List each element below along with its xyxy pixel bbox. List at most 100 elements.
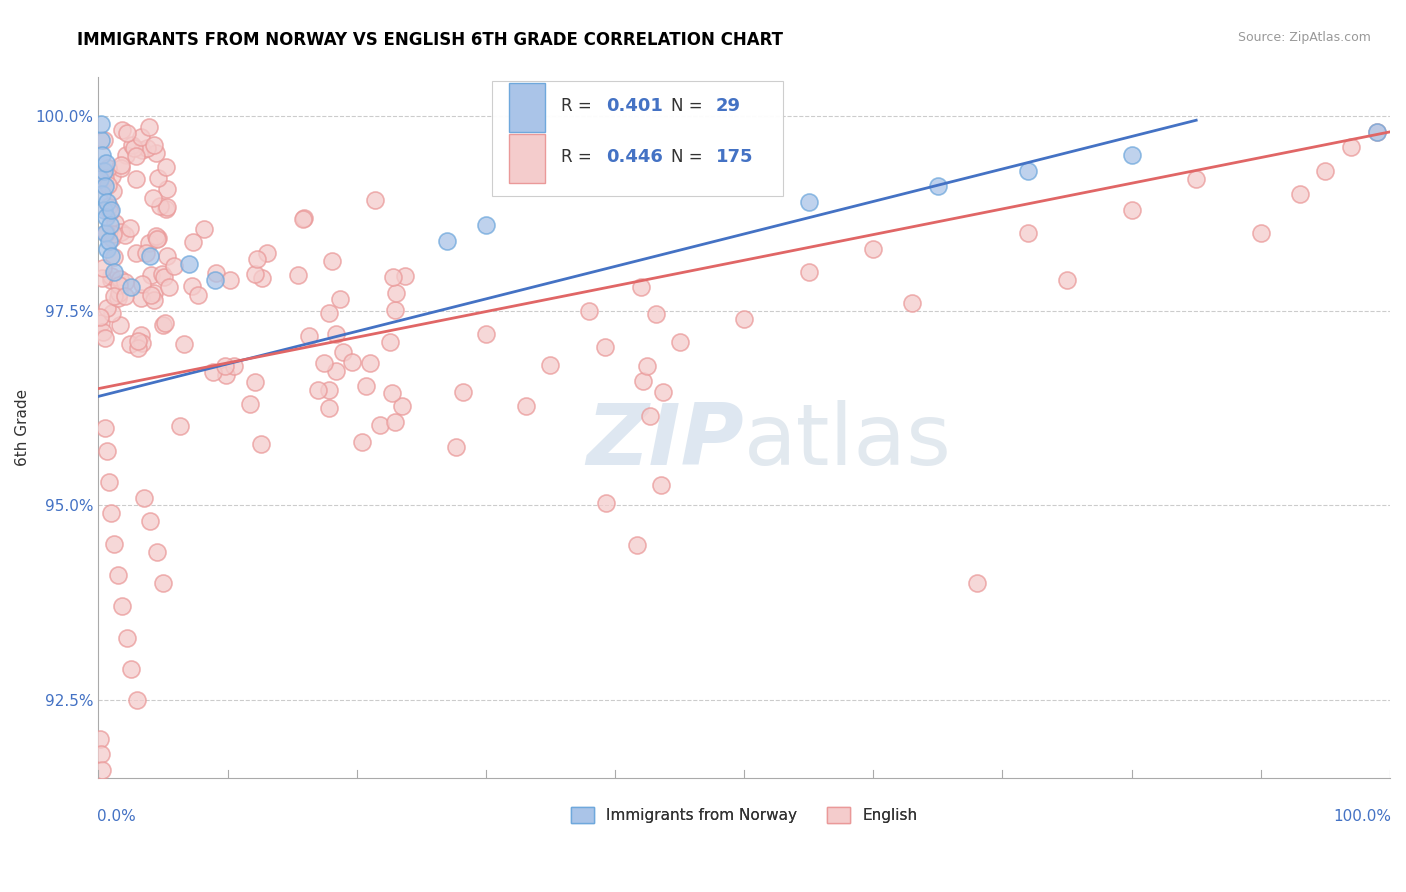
Point [354, 379, 377, 393]
Point [103, 216, 125, 230]
Point [332, 344, 354, 359]
Point [136, 141, 159, 155]
Point [91, 271, 114, 285]
Point [132, 491, 155, 505]
Point [245, 267, 267, 281]
Point [100, 249, 122, 263]
Point [100, 506, 122, 520]
Point [595, 496, 617, 510]
Point [475, 327, 498, 342]
Point [94, 420, 117, 434]
Point [115, 126, 138, 140]
Point [90, 117, 112, 131]
Point [94, 170, 117, 185]
Point [146, 230, 169, 244]
Point [145, 232, 167, 246]
Point [668, 334, 690, 349]
Point [638, 409, 661, 423]
Point [636, 359, 658, 373]
Point [626, 538, 648, 552]
Point [111, 599, 134, 614]
Point [797, 265, 820, 279]
Point [1185, 171, 1208, 186]
Point [318, 401, 340, 415]
Point [797, 194, 820, 209]
Point [250, 437, 273, 451]
Point [93, 178, 115, 193]
Text: N =: N = [671, 148, 707, 166]
Point [127, 334, 149, 349]
Point [127, 693, 149, 707]
Point [97, 178, 120, 193]
Point [131, 130, 153, 145]
Point [391, 399, 413, 413]
Point [90, 316, 112, 330]
Point [157, 280, 180, 294]
Point [145, 229, 167, 244]
Point [89, 171, 111, 186]
Point [1288, 187, 1310, 202]
Point [131, 328, 153, 343]
Point [114, 148, 136, 162]
Point [155, 161, 177, 175]
Point [1017, 226, 1039, 240]
Point [381, 269, 404, 284]
Point [307, 383, 329, 397]
Point [91, 763, 114, 777]
Point [145, 146, 167, 161]
Point [155, 316, 177, 330]
Point [352, 434, 374, 449]
Text: 29: 29 [716, 96, 741, 115]
Point [243, 375, 266, 389]
Point [733, 311, 755, 326]
Point [114, 275, 136, 289]
Point [89, 731, 111, 746]
Point [103, 184, 125, 198]
Point [91, 148, 114, 162]
Point [1365, 125, 1388, 139]
Point [120, 662, 142, 676]
Point [927, 179, 949, 194]
Point [108, 278, 131, 293]
Point [96, 194, 118, 209]
Point [155, 202, 177, 216]
Point [131, 143, 153, 157]
Point [107, 285, 129, 300]
Point [100, 306, 122, 320]
Point [96, 242, 118, 256]
Point [124, 172, 146, 186]
Point [139, 288, 162, 302]
Point [156, 182, 179, 196]
Point [125, 246, 148, 260]
Point [90, 133, 112, 147]
Point [120, 221, 142, 235]
Point [97, 161, 120, 175]
Text: 0.401: 0.401 [606, 96, 662, 115]
Point [100, 272, 122, 286]
Point [169, 419, 191, 434]
Point [93, 202, 115, 217]
Point [135, 246, 157, 260]
Point [110, 225, 132, 239]
Point [318, 383, 340, 397]
Point [103, 288, 125, 302]
Point [97, 475, 120, 489]
Point [219, 273, 242, 287]
Point [1056, 273, 1078, 287]
Point [966, 576, 988, 591]
Point [325, 327, 347, 342]
Point [291, 212, 314, 227]
Point [91, 260, 114, 275]
Text: R =: R = [561, 96, 596, 115]
Point [645, 306, 668, 320]
Point [100, 202, 122, 217]
Point [359, 355, 381, 369]
Point [107, 568, 129, 582]
FancyBboxPatch shape [492, 81, 783, 196]
Point [94, 226, 117, 240]
Point [193, 222, 215, 236]
Point [139, 514, 162, 528]
Point [146, 171, 169, 186]
Point [110, 161, 132, 176]
Point [1121, 202, 1143, 217]
